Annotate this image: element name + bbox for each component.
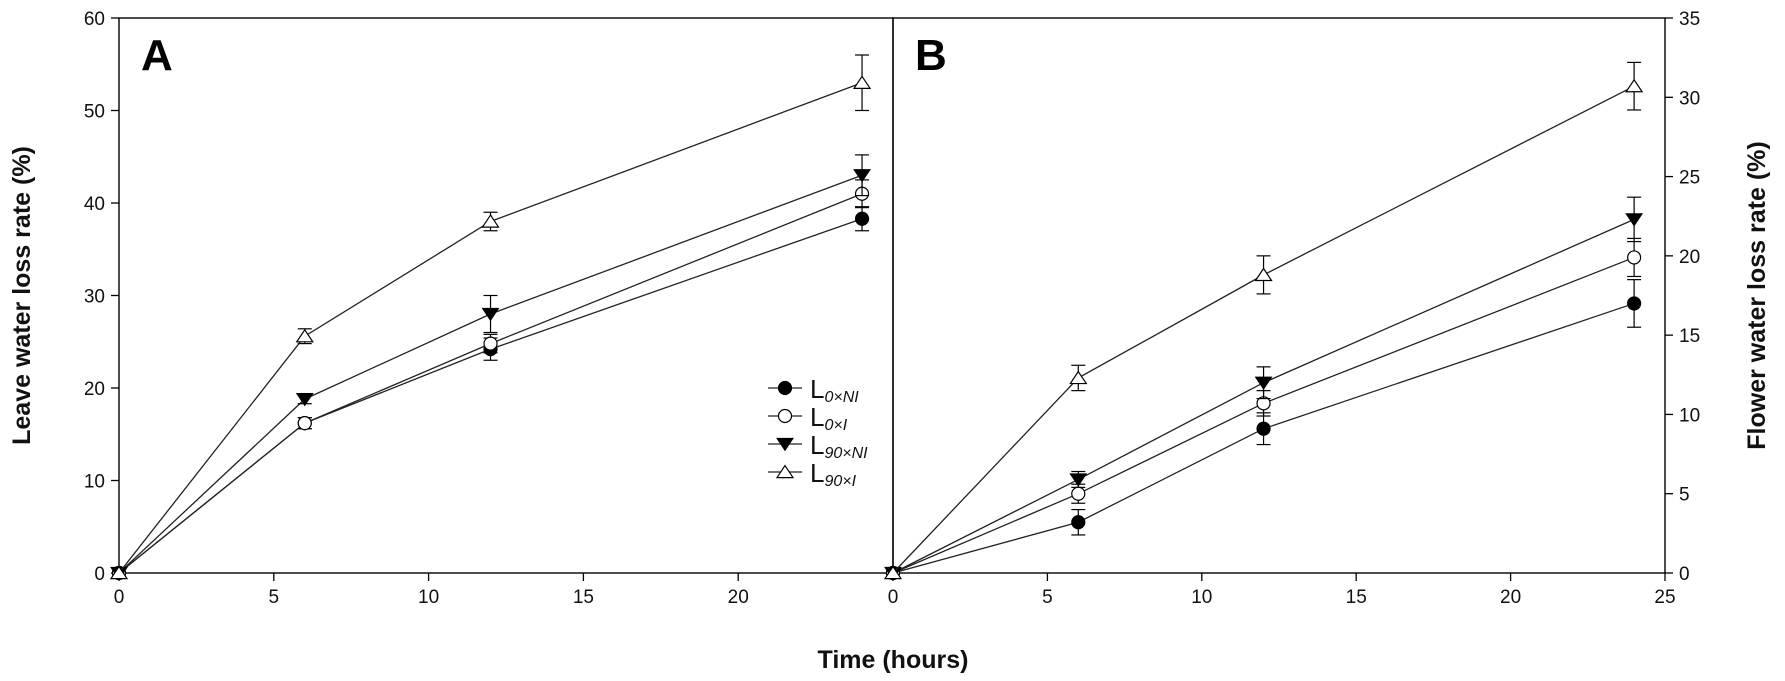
y-tick-label: 20: [1679, 247, 1700, 268]
series-open-triangle-up: [883, 61, 1644, 580]
y-tick-label: 0: [1679, 564, 1690, 585]
series-line: [118, 82, 863, 574]
series-filled-triangle-down: [110, 154, 871, 581]
series-line: [118, 193, 863, 574]
data-point: [1071, 486, 1086, 501]
legend-item: L90×I: [768, 458, 857, 490]
x-tick-label: 10: [418, 587, 439, 608]
legend-label-main: L: [810, 374, 824, 404]
series-line: [892, 256, 1635, 574]
data-point: [295, 328, 314, 343]
series-filled-triangle-down: [884, 196, 1644, 581]
data-point: [1256, 421, 1271, 436]
legend-label-sub: 0×I: [824, 417, 847, 434]
data-point: [853, 169, 871, 183]
series-open-triangle-up: [109, 54, 872, 580]
panel-letter: A: [141, 31, 173, 80]
data-point: [295, 393, 314, 407]
x-tick-label: 5: [1042, 587, 1053, 608]
data-point: [883, 565, 903, 580]
y-tick-label: 30: [1679, 88, 1700, 109]
x-axis-title: Time (hours): [818, 646, 969, 674]
legend-item: L0×NI: [768, 374, 859, 406]
y-tick-label: 30: [84, 287, 105, 308]
data-point: [1627, 296, 1642, 311]
x-tick-label: 25: [1654, 587, 1675, 608]
data-point: [1624, 78, 1644, 93]
data-point: [483, 336, 498, 351]
legend-label-main: L: [810, 402, 824, 432]
legend-marker: [776, 437, 794, 452]
panel-a-chart: 0 5 10 15 20 0 10 20 30 40 50 60 A Leave water loss r…: [8, 9, 894, 608]
series-line: [892, 85, 1635, 574]
legend-label-sub: 0×NI: [824, 389, 859, 406]
data-point: [1069, 473, 1088, 487]
plot-frame: [892, 17, 1666, 574]
y-tick-label: 0: [94, 564, 105, 585]
data-point: [481, 214, 500, 228]
data-point: [1625, 213, 1644, 227]
x-tick-label: 10: [1191, 587, 1212, 608]
x-tick-label: 0: [888, 587, 899, 608]
series-filled-circle: [885, 279, 1642, 581]
series-filled-circle: [111, 206, 870, 581]
legend-label: L90×I: [810, 458, 857, 490]
panel-letter: B: [915, 31, 947, 80]
plot-frame: [118, 17, 894, 574]
data-point: [109, 565, 129, 580]
y-tick-label: 25: [1679, 168, 1700, 189]
series-open-circle: [111, 179, 870, 581]
y-tick-label: 5: [1679, 485, 1690, 506]
series-line: [118, 218, 863, 574]
y-tick-label: 50: [84, 102, 105, 123]
data-point: [1627, 250, 1642, 265]
legend-label: L90×NI: [810, 430, 868, 462]
y-axis-title: Leave water loss rate (%): [8, 146, 36, 445]
legend-label-main: L: [810, 430, 824, 460]
x-tick-label: 20: [1500, 587, 1521, 608]
series-line: [892, 302, 1635, 574]
y-tick-label: 60: [84, 9, 105, 30]
series-line: [892, 218, 1635, 574]
y-tick-label: 15: [1679, 326, 1700, 347]
x-tick-label: 0: [114, 587, 125, 608]
y-tick-label: 20: [84, 379, 105, 400]
legend-label: L0×NI: [810, 374, 859, 406]
legend-label-sub: 90×I: [824, 473, 856, 490]
x-tick-label: 15: [573, 587, 594, 608]
data-point: [1254, 267, 1273, 282]
legend-label-sub: 90×NI: [824, 445, 868, 462]
legend-marker: [775, 464, 795, 479]
data-point: [852, 75, 872, 89]
y-tick-label: 35: [1679, 9, 1700, 30]
x-tick-label: 15: [1346, 587, 1367, 608]
legend-item: L0×I: [768, 402, 848, 434]
x-tick-label: 20: [728, 587, 749, 608]
data-point: [1071, 515, 1086, 530]
y-tick-label: 10: [84, 472, 105, 493]
y-tick-label: 10: [1679, 405, 1700, 426]
legend-marker: [777, 380, 793, 396]
series-line: [118, 174, 863, 574]
data-point: [481, 307, 500, 322]
y-tick-label: 40: [84, 194, 105, 215]
data-point: [1069, 370, 1088, 385]
legend-item: L90×NI: [768, 430, 868, 462]
y-axis-title: Flower water loss rate (%): [1743, 141, 1771, 449]
data-point: [297, 416, 312, 431]
data-point: [1254, 376, 1273, 391]
legend-label-main: L: [810, 458, 824, 488]
x-tick-label: 5: [269, 587, 280, 608]
data-point: [854, 211, 870, 226]
legend-marker: [777, 408, 793, 424]
legend-label: L0×I: [810, 402, 848, 434]
